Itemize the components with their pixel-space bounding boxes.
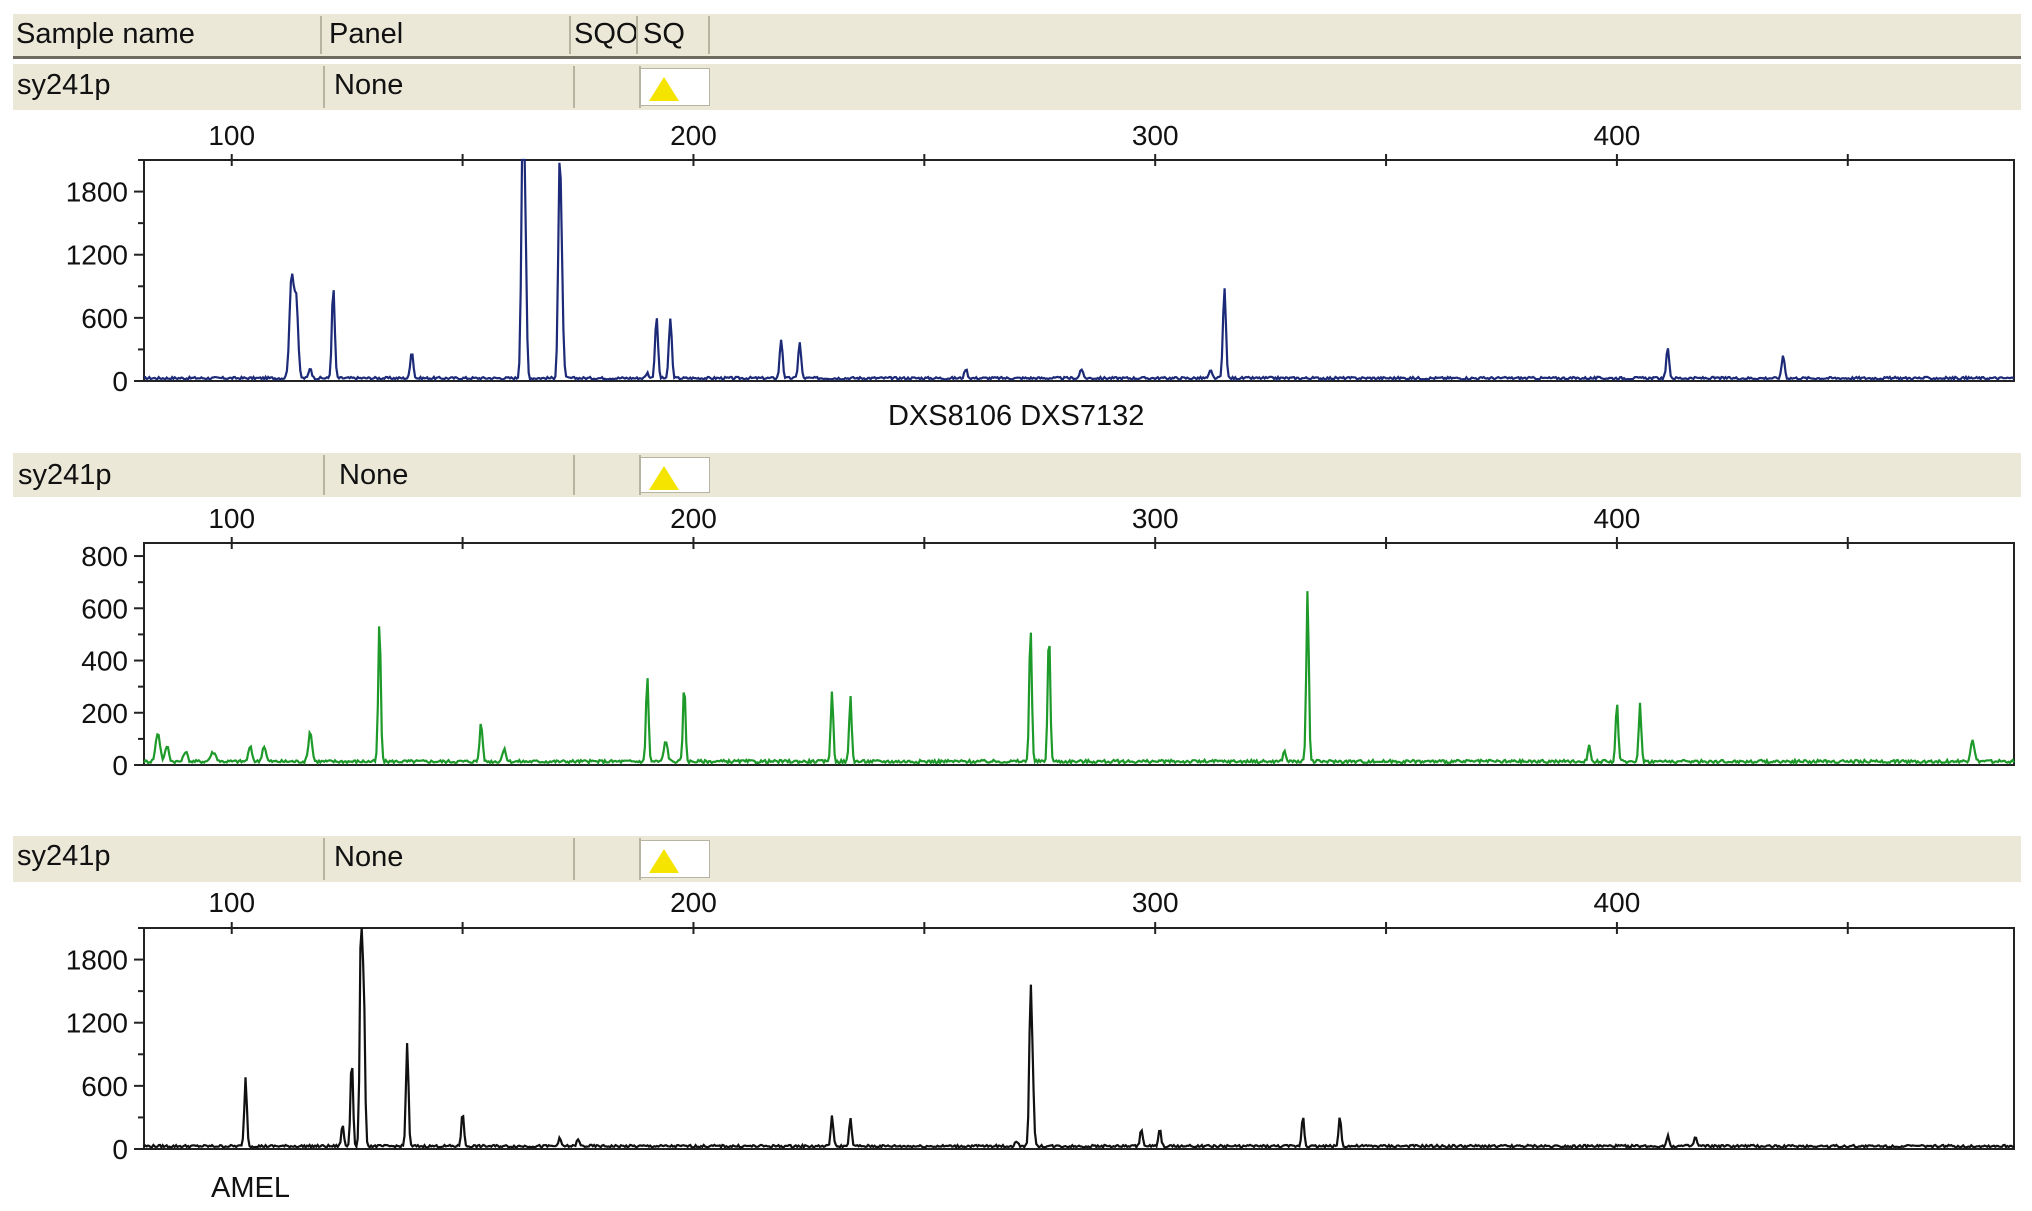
column-header-row: Sample name Panel SQO SQ [13, 14, 2021, 56]
trace-line [143, 927, 2015, 1151]
x-tick-label: 400 [1594, 120, 1641, 151]
x-tick-label: 200 [670, 503, 717, 534]
plot-frame [143, 159, 2015, 382]
sample-row-2[interactable]: sy241p None [13, 453, 2021, 497]
y-tick-label: 0 [112, 750, 128, 781]
panel-cell: None [334, 69, 404, 101]
y-tick-label: 800 [81, 541, 128, 572]
x-tick-label: 300 [1132, 120, 1179, 151]
y-tick-label: 1200 [66, 1008, 128, 1039]
x-tick-label: 200 [670, 120, 717, 151]
warning-triangle-icon [649, 466, 679, 490]
col-header-sqo[interactable]: SQO [574, 18, 639, 50]
warning-triangle-icon [649, 849, 679, 873]
sq-cell[interactable] [640, 457, 710, 493]
sq-cell[interactable] [640, 840, 710, 878]
header-divider [13, 56, 2021, 59]
y-tick-label: 200 [81, 698, 128, 729]
sample-row-3[interactable]: sy241p None [13, 836, 2021, 882]
y-tick-label: 400 [81, 646, 128, 677]
panel-cell: None [339, 459, 409, 491]
marker-label-panel-3: AMEL [211, 1172, 290, 1204]
marker-label-panel-1: DXS8106 DXS7132 [888, 400, 1145, 432]
plot-frame [143, 542, 2015, 766]
sample-name-cell: sy241p [18, 459, 112, 491]
y-tick-label: 1200 [66, 240, 128, 271]
y-tick-label: 0 [112, 366, 128, 397]
trace-line [143, 591, 2015, 766]
sq-cell[interactable] [640, 68, 710, 106]
x-tick-label: 100 [208, 887, 255, 918]
panel-cell: None [334, 841, 404, 873]
x-tick-label: 300 [1132, 503, 1179, 534]
y-tick-label: 600 [81, 593, 128, 624]
x-tick-label: 100 [208, 120, 255, 151]
col-header-sq[interactable]: SQ [643, 18, 685, 50]
x-tick-label: 300 [1132, 887, 1179, 918]
y-tick-label: 1800 [66, 177, 128, 208]
x-tick-label: 200 [670, 887, 717, 918]
y-tick-label: 600 [81, 1071, 128, 1102]
trace-line [143, 158, 2015, 382]
y-tick-label: 1800 [66, 945, 128, 976]
col-header-panel[interactable]: Panel [329, 18, 404, 50]
warning-triangle-icon [649, 77, 679, 101]
x-tick-label: 100 [208, 503, 255, 534]
sample-name-cell: sy241p [17, 69, 111, 101]
col-header-sample-name[interactable]: Sample name [16, 18, 195, 50]
y-tick-label: 600 [81, 303, 128, 334]
x-tick-label: 400 [1594, 503, 1641, 534]
sample-name-cell: sy241p [17, 840, 111, 872]
x-tick-label: 400 [1594, 887, 1641, 918]
plot-frame [143, 927, 2015, 1150]
sample-row-1[interactable]: sy241p None [13, 64, 2021, 110]
y-tick-label: 0 [112, 1134, 128, 1165]
